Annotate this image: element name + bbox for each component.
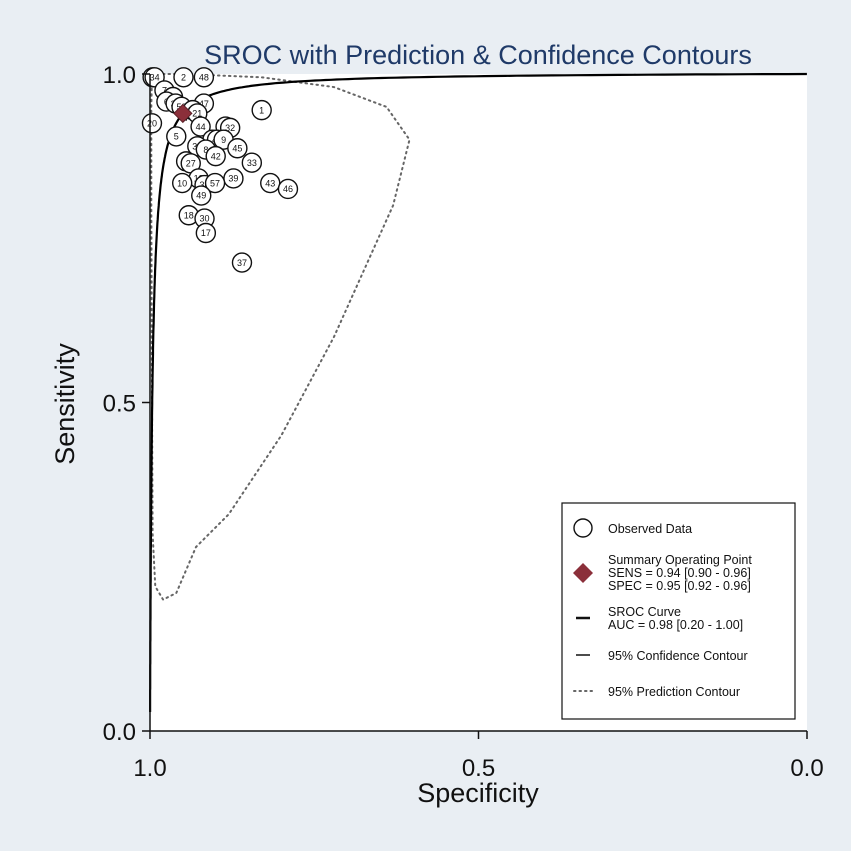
observed-study-label: 39	[228, 174, 238, 184]
observed-study-point: 45	[227, 138, 248, 159]
legend-observed-symbol	[573, 518, 593, 538]
y-tick-label: 0.5	[103, 391, 136, 418]
observed-study-marker	[204, 172, 226, 194]
legend-prediction-text: 95% Prediction Contour	[608, 685, 740, 699]
observed-study-label: 21	[192, 109, 202, 119]
observed-study-marker	[191, 185, 212, 206]
observed-study-point: 5	[166, 126, 187, 147]
observed-study-marker	[195, 222, 217, 244]
axis-ticks: 1.0 0.5 0.0 0.0 0.5 1.0	[103, 62, 824, 782]
observed-study-point: 33	[241, 152, 263, 173]
observed-study-point: 46	[277, 178, 299, 200]
observed-study-point: 17	[195, 222, 217, 244]
observed-study-label: 57	[210, 178, 220, 188]
observed-points-layer: 2434248711631534729211204413325144093584…	[141, 67, 299, 273]
legend-sroc-text: SROC Curve	[608, 605, 681, 619]
observed-study-marker	[205, 145, 226, 167]
observed-study-label: 33	[247, 158, 257, 168]
y-axis-title: Sensitivity	[50, 343, 80, 465]
observed-study-label: 30	[200, 214, 210, 224]
summary-operating-point	[173, 103, 193, 124]
observed-study-marker	[171, 172, 193, 194]
observed-study-marker	[227, 138, 248, 159]
observed-study-label: 27	[186, 159, 196, 169]
observed-study-label: 49	[196, 191, 206, 201]
observed-study-point: 10	[171, 172, 193, 194]
legend-summary-text: SENS = 0.94 [0.90 - 0.96]	[608, 566, 751, 580]
observed-study-point: 57	[204, 172, 226, 194]
x-axis-title: Specificity	[417, 778, 539, 808]
observed-study-point: 1	[251, 99, 272, 121]
observed-study-label: 17	[201, 228, 211, 238]
legend: Observed Data Summary Operating PointSENS…	[561, 502, 796, 720]
legend-sroc-text: AUC = 0.98 [0.20 - 1.00]	[608, 618, 743, 632]
observed-study-marker	[193, 67, 215, 88]
observed-study-marker	[251, 99, 272, 121]
x-tick-label: 0.5	[462, 755, 495, 782]
observed-study-label: 1	[259, 105, 264, 115]
observed-study-label: 47	[199, 99, 209, 109]
legend-summary-text: Summary Operating Point	[608, 553, 752, 567]
observed-study-marker	[190, 116, 211, 137]
x-tick-label: 1.0	[133, 755, 166, 782]
observed-study-point: 2	[173, 67, 194, 88]
chart-title: SROC with Prediction & Confidence Contou…	[204, 40, 752, 70]
legend-box	[561, 502, 796, 720]
observed-study-label: 7	[162, 86, 167, 96]
observed-study-label: 34	[150, 72, 160, 82]
observed-study-point: 48	[193, 67, 215, 88]
observed-study-marker	[166, 126, 187, 147]
observed-study-point: 37	[231, 252, 253, 273]
observed-study-marker	[173, 67, 194, 88]
observed-study-marker	[141, 113, 163, 134]
legend-confidence-text: 95% Confidence Contour	[608, 649, 748, 663]
observed-study-label: 2	[181, 72, 186, 82]
observed-study-label: 48	[199, 72, 209, 82]
observed-study-label: 46	[283, 184, 293, 194]
observed-study-marker	[231, 252, 253, 273]
observed-study-label: 18	[184, 210, 194, 220]
observed-study-point: 43	[260, 172, 281, 194]
legend-summary-text: SPEC = 0.95 [0.92 - 0.96]	[608, 579, 751, 593]
y-tick-label: 0.0	[103, 719, 136, 746]
observed-study-label: 5	[174, 132, 179, 142]
observed-study-label: 9	[221, 135, 226, 145]
observed-study-label: 38	[200, 180, 210, 190]
observed-study-label: 32	[225, 123, 235, 133]
observed-study-label: 45	[232, 143, 242, 153]
observed-study-label: 37	[237, 258, 247, 268]
legend-observed-text: Observed Data	[608, 522, 692, 536]
observed-study-marker	[241, 152, 263, 173]
y-tick-label: 1.0	[103, 62, 136, 89]
observed-study-point: 44	[190, 116, 211, 137]
observed-study-marker	[277, 178, 299, 200]
observed-study-point: 42	[205, 145, 226, 167]
observed-study-label: 43	[265, 178, 275, 188]
x-tick-label: 0.0	[790, 755, 823, 782]
observed-study-point: 39	[223, 168, 244, 189]
observed-study-label: 44	[196, 122, 206, 132]
legend-summary-symbol	[573, 563, 593, 583]
observed-study-point: 49	[191, 185, 212, 206]
observed-study-point: 20	[141, 113, 163, 134]
observed-study-label: 10	[177, 178, 187, 188]
observed-study-label: 8	[203, 145, 208, 155]
observed-study-label: 20	[147, 118, 157, 128]
observed-study-label: 42	[211, 151, 221, 161]
